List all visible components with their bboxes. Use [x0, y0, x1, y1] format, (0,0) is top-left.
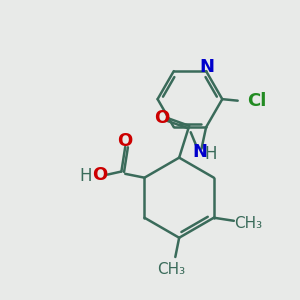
Text: H: H: [205, 145, 217, 163]
Text: N: N: [200, 58, 214, 76]
Text: Cl: Cl: [247, 92, 266, 110]
Text: O: O: [92, 166, 107, 184]
Text: O: O: [118, 132, 133, 150]
Text: CH₃: CH₃: [234, 216, 262, 231]
Text: O: O: [154, 110, 169, 128]
Text: N: N: [193, 143, 208, 161]
Text: H: H: [80, 167, 92, 185]
Text: CH₃: CH₃: [158, 262, 185, 277]
